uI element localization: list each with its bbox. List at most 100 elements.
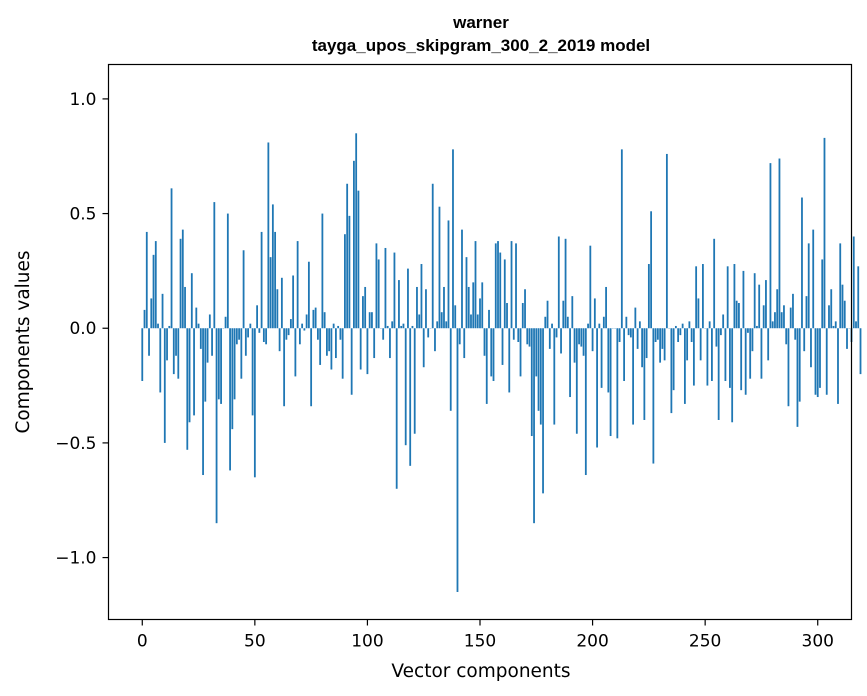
bar xyxy=(587,323,589,329)
bar xyxy=(229,328,231,471)
bar xyxy=(418,314,421,329)
bar xyxy=(373,328,376,359)
bar xyxy=(512,328,515,340)
bar xyxy=(785,328,788,345)
bar xyxy=(314,307,317,329)
bar xyxy=(344,234,346,329)
bar xyxy=(508,328,511,393)
bar xyxy=(337,325,340,329)
bar xyxy=(253,328,256,478)
x-tick-label: 300 xyxy=(802,632,834,652)
bar xyxy=(398,280,400,329)
bar xyxy=(578,328,580,345)
bar xyxy=(503,259,506,329)
bar xyxy=(179,238,182,329)
bar xyxy=(488,309,490,329)
bar xyxy=(825,328,828,395)
x-tick-label: 150 xyxy=(464,632,496,652)
bar xyxy=(350,328,353,395)
bar xyxy=(353,160,355,329)
bar xyxy=(470,314,472,329)
bar xyxy=(600,328,603,388)
bar xyxy=(524,289,526,329)
bar xyxy=(686,328,689,361)
bar xyxy=(515,243,517,329)
bar xyxy=(575,328,578,434)
bar xyxy=(449,328,452,411)
bar xyxy=(172,328,175,375)
bar xyxy=(616,328,619,439)
bar xyxy=(170,188,173,329)
bar xyxy=(798,328,801,402)
bar xyxy=(801,197,803,329)
bar xyxy=(510,241,513,329)
bar xyxy=(206,328,209,363)
bar xyxy=(177,328,180,379)
y-tick-label: 0.0 xyxy=(69,319,96,339)
bar xyxy=(226,213,229,329)
bar xyxy=(301,323,304,329)
bar xyxy=(348,215,351,329)
bar xyxy=(186,328,189,450)
y-axis-ticks: −1.0 −0.5 0.0 0.5 1.0 xyxy=(55,90,109,569)
bar xyxy=(679,328,682,336)
bar xyxy=(265,328,268,345)
bar xyxy=(467,286,470,329)
bar xyxy=(810,328,812,368)
bar xyxy=(551,323,553,329)
bar xyxy=(738,303,740,329)
bar xyxy=(438,206,441,329)
bar xyxy=(168,325,171,329)
bar xyxy=(645,328,648,359)
bar xyxy=(249,323,252,329)
bar xyxy=(181,229,184,329)
bar xyxy=(733,264,736,329)
bar xyxy=(371,312,373,329)
bar xyxy=(452,149,454,329)
bar xyxy=(821,259,824,329)
x-axis-ticks: 0 50 100 150 200 250 300 xyxy=(137,619,834,652)
bar xyxy=(294,328,297,377)
bar xyxy=(546,300,549,329)
bar xyxy=(175,328,177,356)
bar xyxy=(749,328,752,379)
bar xyxy=(517,328,520,342)
bar xyxy=(803,328,806,352)
bar xyxy=(289,319,292,329)
bar xyxy=(618,328,621,342)
bar xyxy=(303,328,306,331)
bar xyxy=(472,282,475,329)
bar xyxy=(154,241,157,329)
bar xyxy=(409,328,412,466)
bar xyxy=(582,328,585,356)
bar xyxy=(292,275,295,329)
bar xyxy=(661,328,664,349)
bar xyxy=(436,321,439,329)
bar xyxy=(681,323,684,329)
bar xyxy=(715,328,718,347)
bar xyxy=(188,328,191,423)
bar xyxy=(425,289,427,329)
bar xyxy=(456,328,459,592)
bar xyxy=(533,328,535,524)
bar xyxy=(571,296,574,329)
bar xyxy=(857,266,860,329)
bar xyxy=(157,323,159,329)
bar xyxy=(307,261,310,329)
bar xyxy=(643,328,646,420)
bar xyxy=(316,328,319,340)
bar xyxy=(280,277,283,329)
bar xyxy=(783,305,785,329)
y-tick-label: −0.5 xyxy=(55,434,96,454)
bar xyxy=(672,328,675,391)
bar xyxy=(490,328,493,377)
bar xyxy=(607,328,610,393)
bar xyxy=(629,328,632,338)
bar xyxy=(692,328,695,386)
bar xyxy=(141,328,144,381)
bar xyxy=(832,325,835,329)
bar xyxy=(148,328,150,356)
bar xyxy=(375,243,378,329)
